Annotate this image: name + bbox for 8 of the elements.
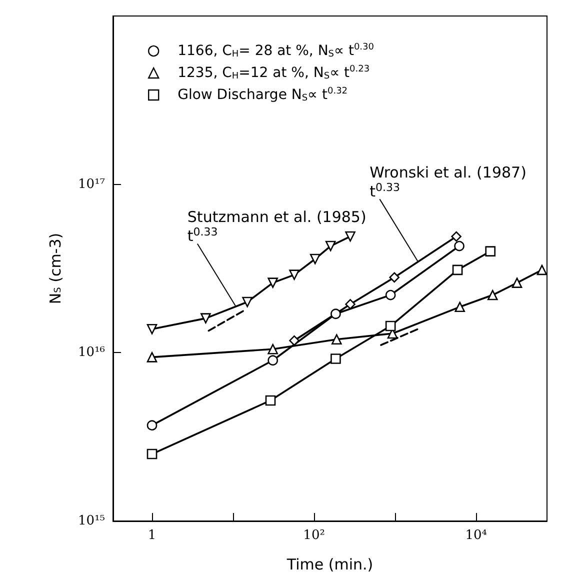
x-tick-label: 10² (303, 528, 325, 543)
y-tick-label: 10¹⁷ (78, 176, 105, 192)
y-tick-label: 10¹⁶ (78, 345, 105, 360)
x-axis-title: Time (min.) (286, 556, 374, 574)
x-tick-label: 1 (148, 528, 156, 543)
y-axis-title: NS (cm-3) (46, 232, 64, 304)
y-tick-label: 10¹⁵ (78, 514, 105, 528)
x-tick-label: 10⁴ (465, 528, 487, 543)
